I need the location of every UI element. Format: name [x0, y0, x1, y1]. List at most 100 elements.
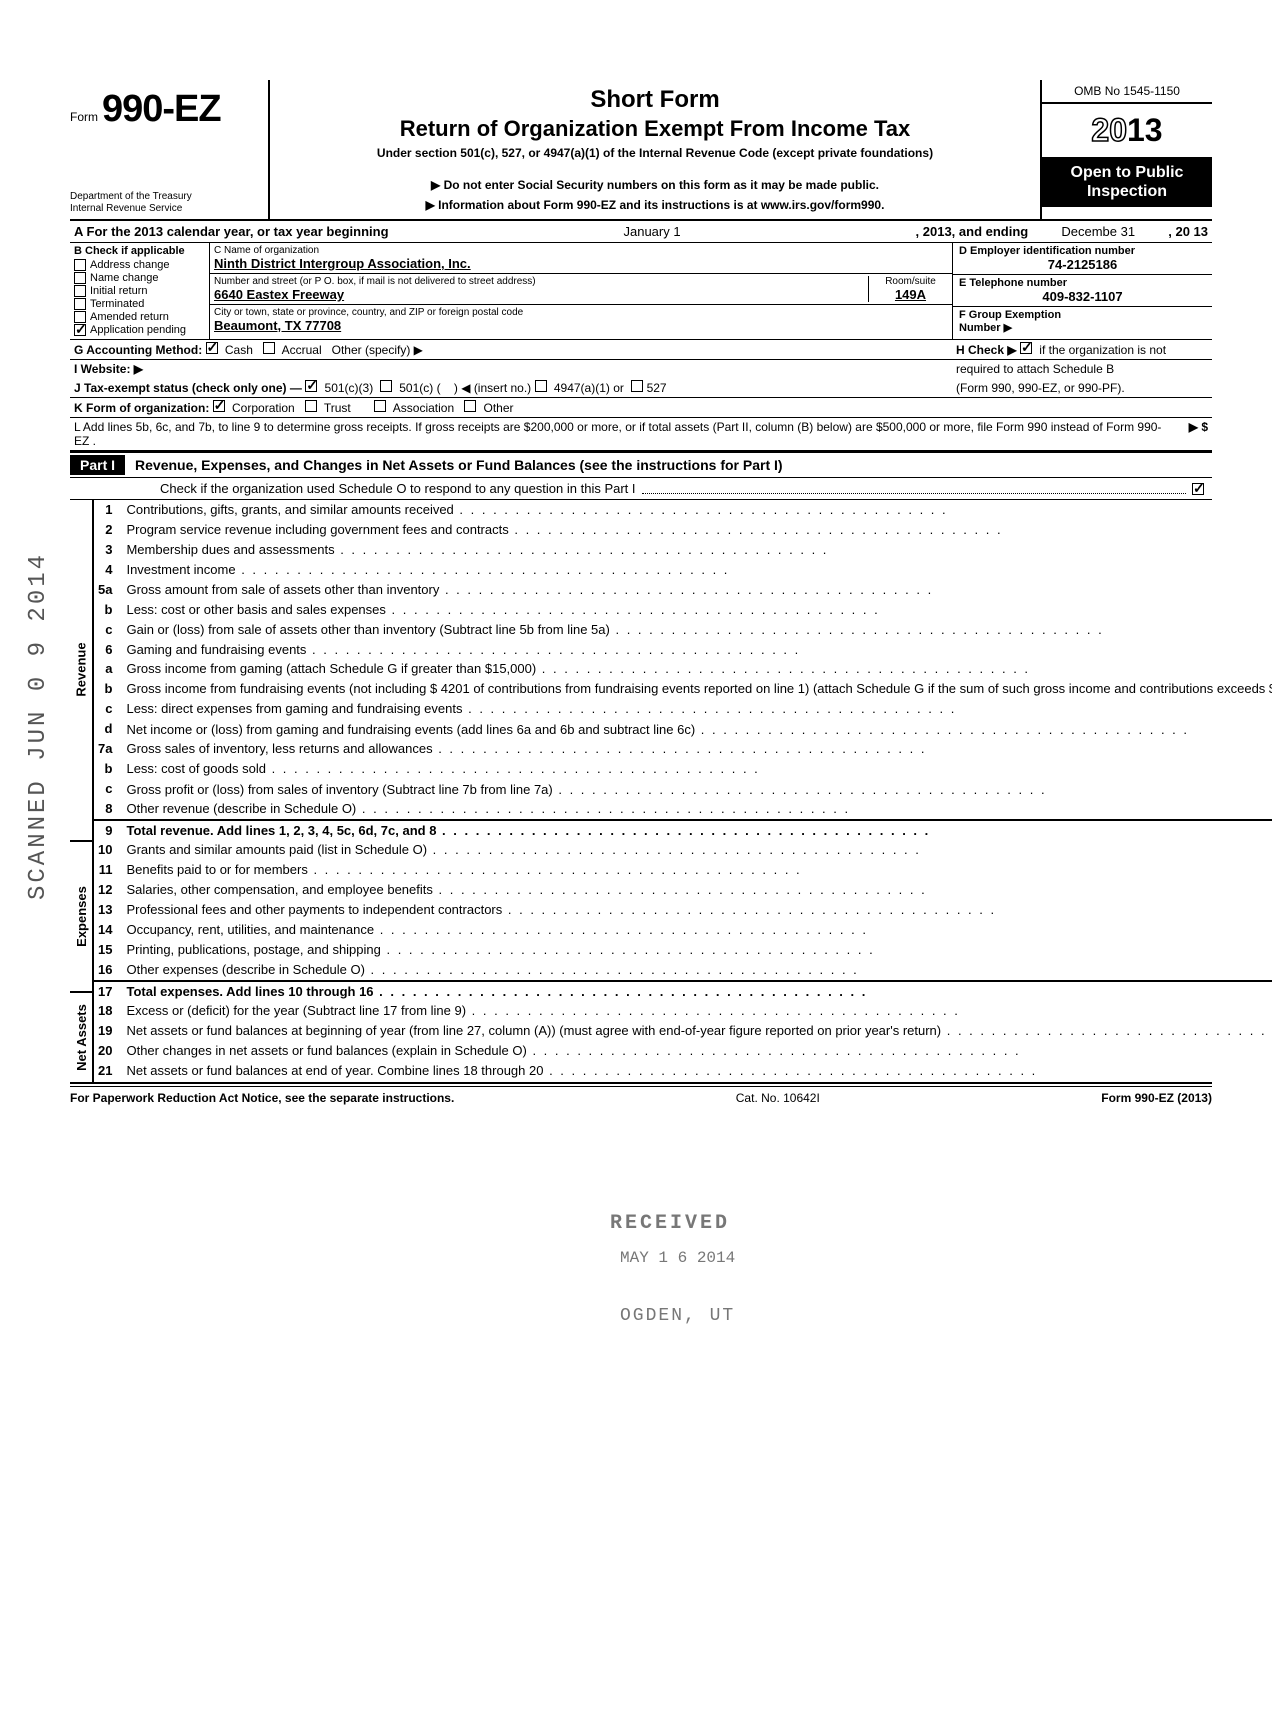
checkbox-row: Address change	[74, 259, 205, 271]
line-desc: Investment income	[122, 560, 1272, 580]
4947-checkbox[interactable]	[535, 380, 547, 392]
part-1-header: Part I Revenue, Expenses, and Changes in…	[70, 451, 1212, 478]
checkbox-row: Amended return	[74, 311, 205, 323]
line-desc: Other revenue (describe in Schedule O)	[122, 799, 1272, 820]
line-desc: Salaries, other compensation, and employ…	[122, 880, 1272, 900]
501c3-checkbox[interactable]	[305, 380, 317, 392]
line-number: 20	[94, 1041, 122, 1061]
line-number: c	[94, 620, 122, 640]
h-text-2: required to attach Schedule B	[948, 362, 1208, 376]
info-note: ▶ Information about Form 990-EZ and its …	[280, 198, 1030, 212]
col-b-checkboxes: B Check if applicable Address changeName…	[70, 243, 210, 339]
line-number: 2	[94, 520, 122, 540]
meta-rows: G Accounting Method: Cash Accrual Other …	[70, 340, 1212, 451]
checkbox-row: Terminated	[74, 298, 205, 310]
line-desc: Gaming and fundraising events	[122, 640, 1272, 660]
line-number: b	[94, 679, 122, 699]
schedule-o-checkbox[interactable]	[1192, 483, 1204, 495]
line-row: 5aGross amount from sale of assets other…	[94, 580, 1272, 600]
line-desc: Net assets or fund balances at end of ye…	[122, 1061, 1272, 1081]
line-row: 12Salaries, other compensation, and empl…	[94, 880, 1272, 900]
ein: 74-2125186	[959, 257, 1206, 272]
received-stamp: RECEIVED	[600, 1208, 740, 1239]
section-bcd: B Check if applicable Address changeName…	[70, 243, 1212, 340]
form-number: 990-EZ	[102, 88, 221, 131]
telephone: 409-832-1107	[959, 289, 1206, 304]
room-suite: 149A	[873, 287, 948, 302]
line-row: 4Investment income4	[94, 560, 1272, 580]
ssn-note: ▶ Do not enter Social Security numbers o…	[280, 178, 1030, 192]
line-desc: Less: direct expenses from gaming and fu…	[122, 699, 1272, 719]
line-number: 3	[94, 540, 122, 560]
line-desc: Contributions, gifts, grants, and simila…	[122, 500, 1272, 520]
accrual-checkbox[interactable]	[263, 342, 275, 354]
line-desc: Grants and similar amounts paid (list in…	[122, 840, 1272, 860]
expenses-label: Expenses	[74, 886, 89, 947]
city-state-zip: Beaumont, TX 77708	[214, 318, 948, 333]
line-desc: Less: cost or other basis and sales expe…	[122, 600, 1272, 620]
checkbox-label: Application pending	[90, 324, 186, 336]
checkbox-label: Initial return	[90, 285, 147, 297]
line-l-text: L Add lines 5b, 6c, and 7b, to line 9 to…	[74, 420, 1169, 448]
line-row: 11Benefits paid to or for members11	[94, 860, 1272, 880]
line-number: 10	[94, 840, 122, 860]
line-desc: Total expenses. Add lines 10 through 16	[122, 981, 1272, 1002]
line-desc: Net assets or fund balances at beginning…	[122, 1021, 1272, 1041]
corp-checkbox[interactable]	[213, 400, 225, 412]
checkbox[interactable]	[74, 298, 86, 310]
line-number: 8	[94, 799, 122, 820]
trust-checkbox[interactable]	[305, 400, 317, 412]
assoc-checkbox[interactable]	[374, 400, 386, 412]
checkbox[interactable]	[74, 272, 86, 284]
line-desc: Gross income from fundraising events (no…	[122, 679, 1272, 699]
line-desc: Total revenue. Add lines 1, 2, 3, 4, 5c,…	[122, 820, 1272, 841]
line-desc: Gain or (loss) from sale of assets other…	[122, 620, 1272, 640]
line-row: 7aGross sales of inventory, less returns…	[94, 739, 1272, 759]
dept-text: Department of the Treasury Internal Reve…	[70, 191, 262, 215]
other-checkbox[interactable]	[464, 400, 476, 412]
line-row: bLess: cost of goods sold7b18462	[94, 759, 1272, 779]
checkbox[interactable]	[74, 285, 86, 297]
line-desc: Gross profit or (loss) from sales of inv…	[122, 779, 1272, 799]
line-row: aGross income from gaming (attach Schedu…	[94, 659, 1272, 679]
line-desc: Professional fees and other payments to …	[122, 900, 1272, 920]
line-row: 1Contributions, gifts, grants, and simil…	[94, 500, 1272, 520]
title-short-form: Short Form	[280, 86, 1030, 114]
line-desc: Gross income from gaming (attach Schedul…	[122, 659, 1272, 679]
line-row: 15Printing, publications, postage, and s…	[94, 940, 1272, 960]
checkbox[interactable]	[74, 259, 86, 271]
checkbox-row: Name change	[74, 272, 205, 284]
line-row: 13Professional fees and other payments t…	[94, 900, 1272, 920]
line-row: 2Program service revenue including gover…	[94, 520, 1272, 540]
checkbox[interactable]	[74, 324, 86, 336]
checkbox-row: Initial return	[74, 285, 205, 297]
street-address: 6640 Eastex Freeway	[214, 287, 868, 302]
527-checkbox[interactable]	[631, 380, 643, 392]
lines-table: 1Contributions, gifts, grants, and simil…	[94, 500, 1272, 1082]
ogden-stamp: OGDEN, UT	[610, 1302, 745, 1330]
line-row: 17Total expenses. Add lines 10 through 1…	[94, 981, 1272, 1002]
schedule-b-checkbox[interactable]	[1020, 342, 1032, 354]
tax-year: 2013	[1042, 104, 1212, 157]
cash-checkbox[interactable]	[206, 342, 218, 354]
line-desc: Net income or (loss) from gaming and fun…	[122, 719, 1272, 739]
line-row: 10Grants and similar amounts paid (list …	[94, 840, 1272, 860]
line-number: b	[94, 600, 122, 620]
line-desc: Other expenses (describe in Schedule O)	[122, 960, 1272, 981]
h-text-3: (Form 990, 990-EZ, or 990-PF).	[948, 381, 1208, 395]
row-a-calendar-year: A For the 2013 calendar year, or tax yea…	[70, 221, 1212, 243]
line-row: 3Membership dues and assessments3	[94, 540, 1272, 560]
line-desc: Gross sales of inventory, less returns a…	[122, 739, 1272, 759]
line-number: 13	[94, 900, 122, 920]
line-row: 19Net assets or fund balances at beginni…	[94, 1021, 1272, 1041]
line-row: bLess: cost or other basis and sales exp…	[94, 600, 1272, 620]
line-number: 17	[94, 981, 122, 1002]
line-desc: Occupancy, rent, utilities, and maintena…	[122, 920, 1272, 940]
footer: For Paperwork Reduction Act Notice, see …	[70, 1086, 1212, 1105]
501c-checkbox[interactable]	[380, 380, 392, 392]
line-number: 11	[94, 860, 122, 880]
line-number: c	[94, 779, 122, 799]
line-row: 20Other changes in net assets or fund ba…	[94, 1041, 1272, 1061]
form-label: Form	[70, 110, 98, 124]
line-row: 9Total revenue. Add lines 1, 2, 3, 4, 5c…	[94, 820, 1272, 841]
